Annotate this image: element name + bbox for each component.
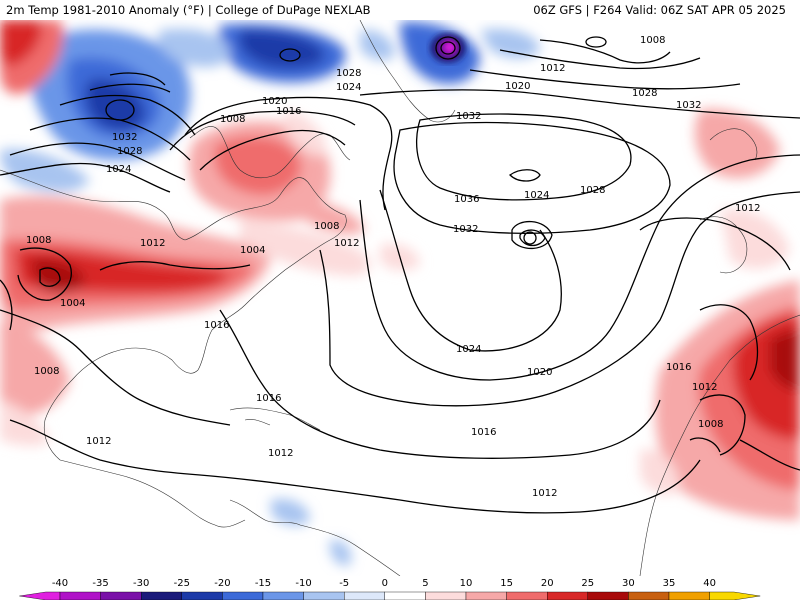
isobar-label: 1008: [34, 366, 59, 377]
pressure-centers: [105, 36, 607, 245]
isobars: [0, 39, 800, 514]
colorbar-tick-label: 20: [541, 578, 554, 589]
isobar-label: 1024: [106, 164, 131, 175]
isobar-label: 1012: [540, 63, 565, 74]
colorbar-tick-label: -10: [295, 578, 311, 589]
isobar-label: 1024: [456, 344, 481, 355]
colorbar-tick-label: -20: [214, 578, 230, 589]
colorbar-swatch: [19, 591, 61, 600]
isobar-label: 1016: [276, 106, 301, 117]
colorbar-tick-label: 15: [500, 578, 513, 589]
isobar-label: 1008: [220, 114, 245, 125]
isobar-label: 1016: [256, 393, 281, 404]
isobar-label: 1032: [453, 224, 478, 235]
isobar-labels: 1008 1012 1020 1028 1032 1028 1024 1020 …: [26, 35, 760, 499]
isobar-label: 1016: [204, 320, 229, 331]
isobar-label: 1012: [532, 488, 557, 499]
isobar-label: 1004: [240, 245, 265, 256]
isobar-label: 1008: [640, 35, 665, 46]
colorbar-swatch: [425, 591, 467, 600]
colorbar-swatch: [547, 591, 589, 600]
isobar-label: 1032: [456, 111, 481, 122]
colorbar-swatch: [709, 591, 761, 600]
colorbar-swatch: [181, 591, 223, 600]
colorbar-swatch: [303, 591, 345, 600]
colorbar-tick-label: 35: [663, 578, 676, 589]
isobar-label: 1012: [268, 448, 293, 459]
isobar-label: 1028: [117, 146, 142, 157]
colorbar-swatch: [628, 591, 670, 600]
colorbar-swatch: [222, 591, 264, 600]
isobar-label: 1036: [454, 194, 479, 205]
colorbar-swatch: [587, 591, 629, 600]
colorbar-tick-label: 10: [460, 578, 473, 589]
model-run-validity: 06Z GFS | F264 Valid: 06Z SAT APR 05 202…: [533, 3, 786, 17]
isobar-label: 1012: [86, 436, 111, 447]
isobar-label: 1020: [505, 81, 530, 92]
isobar-label: 1008: [698, 419, 723, 430]
isobar-label: 1012: [334, 238, 359, 249]
colorbar-tick-label: 40: [703, 578, 716, 589]
isobar-label: 1012: [140, 238, 165, 249]
colorbar-swatch: [344, 591, 386, 600]
colorbar-tick-label: -5: [339, 578, 349, 589]
colorbar-swatch: [262, 591, 304, 600]
isobar-label: 1020: [527, 367, 552, 378]
isobar-label: 1008: [314, 221, 339, 232]
isobar-label: 1032: [676, 100, 701, 111]
colorbar-swatch: [384, 591, 426, 600]
isobar-label: 1028: [336, 68, 361, 79]
colorbar-swatch: [140, 591, 182, 600]
isobar-label: 1024: [336, 82, 361, 93]
map-header: 2m Temp 1981-2010 Anomaly (°F) | College…: [0, 0, 800, 20]
colorbar-swatch: [465, 591, 507, 600]
isobar-label: 1032: [112, 132, 137, 143]
colorbar-tick-label: -15: [255, 578, 271, 589]
isobar-label: 1028: [580, 185, 605, 196]
colorbar-swatch: [506, 591, 548, 600]
colorbar-tick-labels: -40 -35 -30 -25 -20 -15 -10 -5 0 5 10 15 20 25 30 35 40: [52, 578, 716, 589]
colorbar-swatches: [19, 591, 761, 600]
colorbar-tick-label: 5: [422, 578, 428, 589]
temperature-anomaly-fill: [0, 20, 800, 566]
colorbar-tick-label: 0: [382, 578, 388, 589]
colorbar-tick-label: -25: [174, 578, 190, 589]
colorbar-tick-label: -35: [92, 578, 108, 589]
colorbar-tick-label: 30: [622, 578, 635, 589]
isobar-label: 1016: [666, 362, 691, 373]
coastlines: [0, 20, 800, 576]
colorbar-tick-label: -40: [52, 578, 68, 589]
isobar-label: 1020: [262, 96, 287, 107]
colorbar-tick-label: -30: [133, 578, 149, 589]
isobar-label: 1008: [26, 235, 51, 246]
colorbar-swatch: [100, 591, 142, 600]
isobar-label: 1024: [524, 190, 549, 201]
isobar-label: 1028: [632, 88, 657, 99]
isobar-label: 1012: [692, 382, 717, 393]
colorbar-swatch: [59, 591, 101, 600]
colorbar-tick-label: 25: [581, 578, 594, 589]
product-title: 2m Temp 1981-2010 Anomaly (°F) | College…: [6, 3, 371, 17]
isobar-label: 1012: [735, 203, 760, 214]
colorbar: -40 -35 -30 -25 -20 -15 -10 -5 0 5 10 15 20 25 30 35 40: [0, 576, 800, 600]
anomaly-map: 1008 1012 1020 1028 1032 1028 1024 1020 …: [0, 20, 800, 576]
isobar-label: 1004: [60, 298, 85, 309]
colorbar-swatch: [668, 591, 710, 600]
isobar-label: 1016: [471, 427, 496, 438]
